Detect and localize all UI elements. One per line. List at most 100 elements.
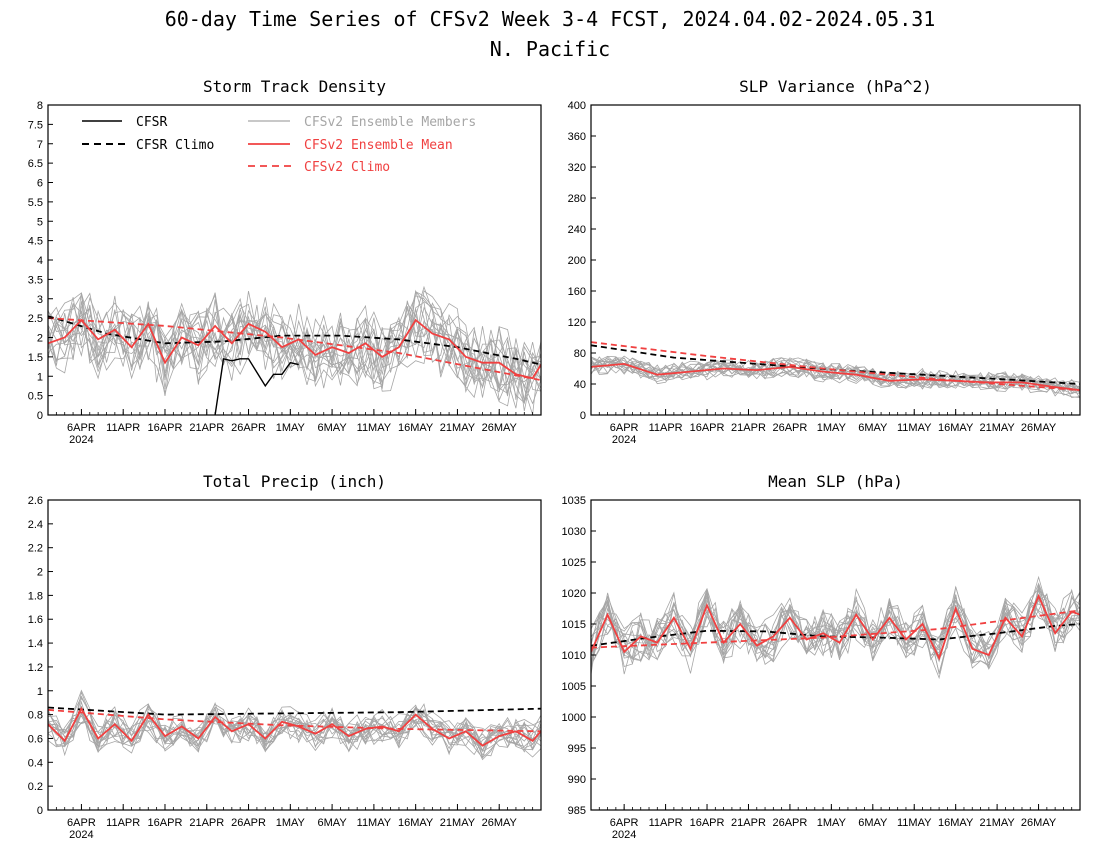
ensemble-member-line bbox=[591, 575, 1080, 667]
series-cfsv2-climo bbox=[48, 317, 541, 381]
series-cfsv2-ensemble-mean bbox=[591, 362, 1080, 392]
series-cfsr-climo bbox=[48, 315, 541, 366]
x-tick-label: 6MAY bbox=[318, 817, 348, 829]
y-tick-label: 5.5 bbox=[28, 197, 43, 209]
x-tick-label: 26APR bbox=[772, 422, 807, 434]
y-tick-label: 3 bbox=[37, 294, 43, 306]
ensemble-member-line bbox=[48, 290, 541, 398]
legend-label-cfsr: CFSR bbox=[136, 115, 167, 130]
y-tick-label: 160 bbox=[568, 286, 586, 298]
x-tick-label: 21MAY bbox=[440, 422, 476, 434]
panel-storm: Storm Track Density 0 0.5 1 1.5 2 2.5 3 3.5 4 4.5 5… bbox=[28, 77, 542, 446]
x-tick-label: 16MAY bbox=[938, 422, 974, 434]
panel-title-precip: Total Precip (inch) bbox=[203, 472, 386, 491]
x-tick-label: 11MAY bbox=[897, 817, 932, 829]
panel-title-slp: Mean SLP (hPa) bbox=[768, 472, 903, 491]
y-tick-label: 990 bbox=[568, 774, 586, 786]
plot-area-precip bbox=[48, 689, 541, 761]
x-tick-label: 16APR bbox=[690, 817, 725, 829]
y-tick-label: 6.5 bbox=[28, 158, 43, 170]
y-tick-label: 0.2 bbox=[28, 781, 43, 793]
y-tick-label: 120 bbox=[568, 317, 586, 329]
x-tick-label: 16APR bbox=[148, 422, 183, 434]
x-tick-label: 21APR bbox=[189, 817, 224, 829]
x-tick-label: 11APR bbox=[649, 422, 683, 434]
ensemble-member-line bbox=[591, 355, 1080, 390]
x-tick-label: 6MAY bbox=[858, 422, 888, 434]
y-tick-label: 240 bbox=[568, 224, 586, 236]
series-cfsr-climo bbox=[591, 623, 1080, 647]
panel-precip: Total Precip (inch) 0 0.2 0.4 0.6 0.8 1 1.2 1.4 1… bbox=[28, 472, 542, 841]
y-tick-label: 1.2 bbox=[28, 662, 43, 674]
y-tick-label: 2.5 bbox=[28, 313, 43, 325]
y-tick-label: 1000 bbox=[562, 712, 586, 724]
y-tick-label: 4 bbox=[37, 255, 43, 267]
x-tick-label: 11MAY bbox=[357, 817, 392, 829]
y-tick-label: 1015 bbox=[562, 619, 586, 631]
y-tick-label: 1010 bbox=[562, 650, 586, 662]
y-tick-label: 1025 bbox=[562, 557, 586, 569]
x-tick-label: 16APR bbox=[148, 817, 183, 829]
x-tick-label: 21APR bbox=[189, 422, 224, 434]
y-tick-label: 0.6 bbox=[28, 733, 43, 745]
y-tick-label: 8 bbox=[37, 100, 43, 112]
y-tick-label: 0 bbox=[37, 805, 43, 817]
x-tick-label: 21MAY bbox=[440, 817, 476, 829]
series-cfsv2-climo bbox=[591, 609, 1080, 649]
y-tick-label: 0.8 bbox=[28, 710, 43, 722]
y-tick-label: 0.5 bbox=[28, 391, 43, 403]
x-tick-label: 6MAY bbox=[318, 422, 348, 434]
ensemble-member-line bbox=[591, 356, 1080, 395]
x-tick-label: 16MAY bbox=[398, 817, 434, 829]
series-cfsv2-climo bbox=[48, 708, 541, 733]
x-tick-label: 1MAY bbox=[276, 817, 306, 829]
x-tick-label: 16MAY bbox=[398, 422, 434, 434]
legend-label-cfsr-climo: CFSR Climo bbox=[136, 138, 214, 153]
ensemble-member-line bbox=[48, 706, 541, 759]
legend-label-cfsv2-climo: CFSv2 Climo bbox=[304, 160, 390, 175]
y-tick-label: 0 bbox=[37, 410, 43, 422]
x-tick-label: 1MAY bbox=[817, 422, 847, 434]
x-tick-label: 26MAY bbox=[482, 817, 518, 829]
x-tick-label: 26MAY bbox=[1021, 817, 1057, 829]
series-cfsv2-ensemble-mean bbox=[48, 706, 541, 747]
series-cfsv2-ensemble-mean bbox=[591, 593, 1080, 661]
y-tick-label: 1035 bbox=[562, 495, 586, 507]
figure-title: 60-day Time Series of CFSv2 Week 3-4 FCS… bbox=[165, 7, 936, 31]
y-tick-label: 995 bbox=[568, 743, 586, 755]
panel-slpvar: SLP Variance (hPa^2) 0 40 80 120 160 200 240 280… bbox=[568, 77, 1081, 446]
y-tick-label: 1030 bbox=[562, 526, 586, 538]
x-tick-label: 6MAY bbox=[858, 817, 888, 829]
ensemble-member-line bbox=[48, 304, 541, 412]
y-tick-label: 1.6 bbox=[28, 614, 43, 626]
series-cfsr-climo bbox=[591, 344, 1080, 385]
x-year-label: 2024 bbox=[612, 829, 636, 841]
y-tick-label: 1 bbox=[37, 686, 43, 698]
plot-area-slp bbox=[591, 575, 1080, 680]
x-tick-label: 6APR bbox=[67, 422, 96, 434]
y-tick-label: 1.8 bbox=[28, 590, 43, 602]
ensemble-member-line bbox=[48, 291, 541, 405]
legend: CFSR CFSR Climo CFSv2 Ensemble Members C… bbox=[82, 115, 476, 175]
y-tick-label: 40 bbox=[574, 379, 586, 391]
y-tick-label: 6 bbox=[37, 178, 43, 190]
y-tick-label: 4.5 bbox=[28, 236, 43, 248]
series-cfsr bbox=[214, 357, 299, 415]
panel-frame-precip bbox=[47, 499, 542, 811]
x-tick-label: 16MAY bbox=[938, 817, 974, 829]
y-tick-label: 200 bbox=[568, 255, 586, 267]
ensemble-member-line bbox=[591, 587, 1080, 664]
y-tick-label: 7 bbox=[37, 139, 43, 151]
ensemble-member-line bbox=[48, 689, 541, 752]
y-tick-label: 1.5 bbox=[28, 352, 43, 364]
x-tick-label: 11APR bbox=[106, 422, 140, 434]
x-tick-label: 21MAY bbox=[979, 817, 1015, 829]
x-tick-label: 21APR bbox=[731, 422, 766, 434]
x-tick-label: 11MAY bbox=[897, 422, 932, 434]
y-tick-label: 80 bbox=[574, 348, 586, 360]
y-tick-label: 280 bbox=[568, 193, 586, 205]
ensemble-member-line bbox=[48, 292, 541, 389]
y-tick-label: 2.6 bbox=[28, 495, 43, 507]
legend-label-ens-mean: CFSv2 Ensemble Mean bbox=[304, 138, 453, 153]
y-tick-label: 5 bbox=[37, 216, 43, 228]
